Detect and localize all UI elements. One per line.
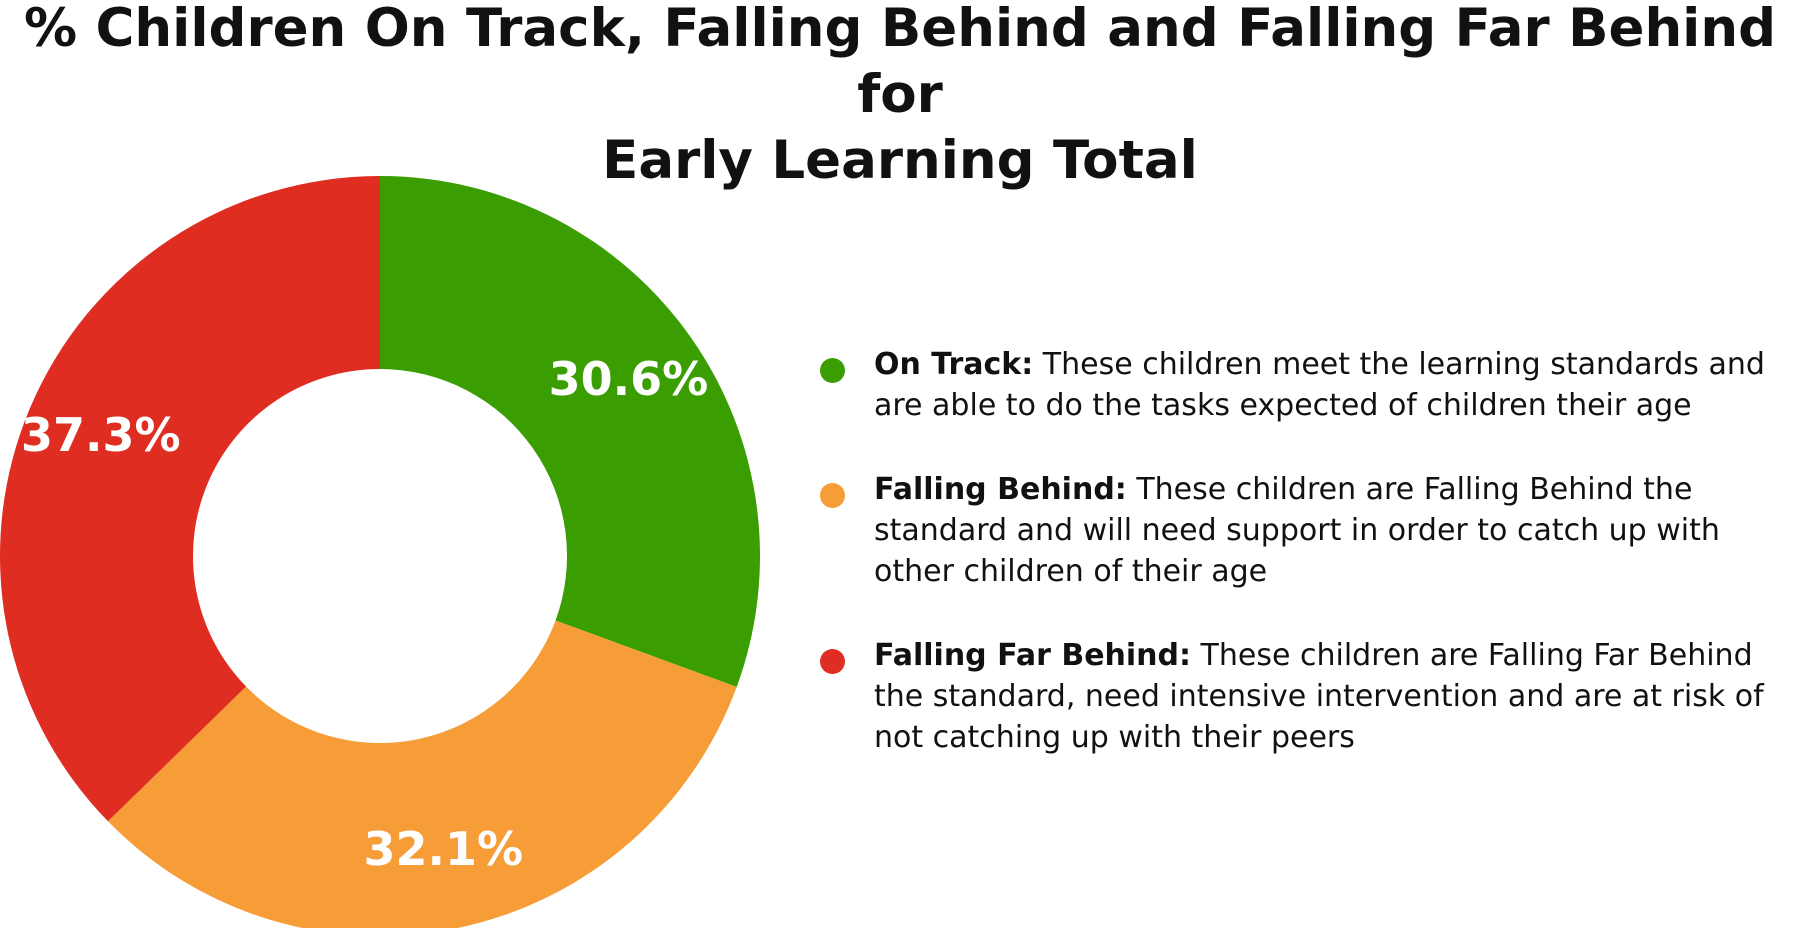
legend-item-falling-behind: Falling Behind: These children are Falli… xyxy=(820,469,1790,592)
slice-on-track xyxy=(380,175,761,687)
legend-term-falling-behind: Falling Behind: xyxy=(874,472,1127,507)
legend-term-on-track: On Track: xyxy=(874,347,1034,382)
legend: On Track: These children meet the learni… xyxy=(820,344,1790,801)
legend-description-falling-behind: These children are Falling Behind the st… xyxy=(874,472,1720,589)
slice-falling-far-behind xyxy=(0,176,380,822)
legend-marker-on-track xyxy=(820,358,845,383)
slice-label-falling-behind: 32.1% xyxy=(364,822,524,876)
legend-marker-falling-far-behind xyxy=(820,649,845,674)
slice-label-falling-far-behind: 37.3% xyxy=(21,408,181,462)
legend-marker-falling-behind xyxy=(820,483,845,508)
slice-label-on-track: 30.6% xyxy=(549,352,709,406)
legend-term-falling-far-behind: Falling Far Behind: xyxy=(874,638,1192,673)
slice-falling-behind xyxy=(107,620,737,928)
legend-item-on-track: On Track: These children meet the learni… xyxy=(820,344,1790,426)
chart-title-line-1: % Children On Track, Falling Behind and … xyxy=(23,0,1777,125)
chart-title: % Children On Track, Falling Behind and … xyxy=(0,0,1800,194)
donut-chart: 30.6% 32.1% 37.3% xyxy=(0,175,761,928)
legend-item-falling-far-behind: Falling Far Behind: These children are F… xyxy=(820,635,1790,758)
legend-description-on-track: These children meet the learning standar… xyxy=(874,347,1765,423)
chart-title-line-2: Early Learning Total xyxy=(602,130,1198,191)
legend-description-falling-far-behind: These children are Falling Far Behind th… xyxy=(874,638,1764,755)
